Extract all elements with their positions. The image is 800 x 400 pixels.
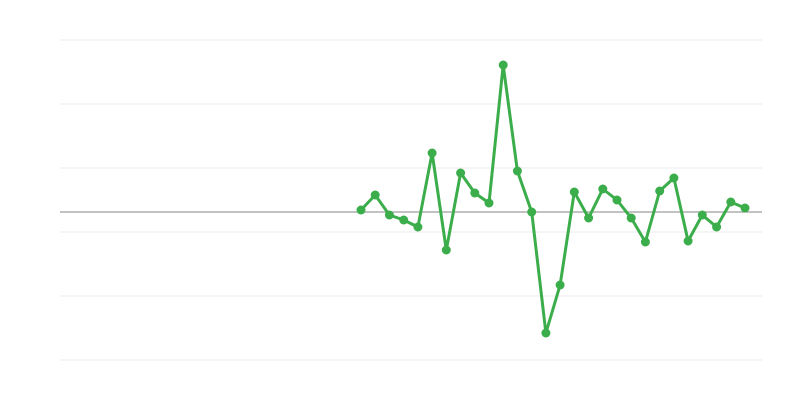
data-point-marker (527, 207, 537, 217)
data-point-marker (427, 148, 437, 158)
series-group (359, 63, 747, 335)
data-point-marker (669, 173, 679, 183)
data-point-marker (470, 188, 480, 198)
data-point-marker (456, 168, 466, 178)
data-point-marker (498, 60, 508, 70)
gridlines-group (60, 39, 762, 361)
data-point-marker (384, 210, 394, 220)
data-point-marker (441, 245, 451, 255)
data-point-marker (569, 187, 579, 197)
data-point-marker (512, 166, 522, 176)
data-point-marker (484, 198, 494, 208)
data-point-marker (712, 222, 722, 232)
data-point-marker (683, 236, 693, 246)
data-point-marker (413, 222, 423, 232)
series-markers-group (356, 60, 750, 338)
data-point-marker (356, 205, 366, 215)
data-point-marker (584, 213, 594, 223)
data-point-marker (399, 215, 409, 225)
data-point-marker (640, 237, 650, 247)
data-point-marker (541, 328, 551, 338)
data-point-marker (697, 210, 707, 220)
data-point-marker (598, 184, 608, 194)
data-point-marker (612, 195, 622, 205)
data-point-marker (626, 213, 636, 223)
data-point-marker (726, 197, 736, 207)
data-point-marker (370, 190, 380, 200)
data-point-marker (555, 280, 565, 290)
data-point-marker (655, 186, 665, 196)
series-line (359, 63, 747, 335)
data-point-marker (740, 203, 750, 213)
